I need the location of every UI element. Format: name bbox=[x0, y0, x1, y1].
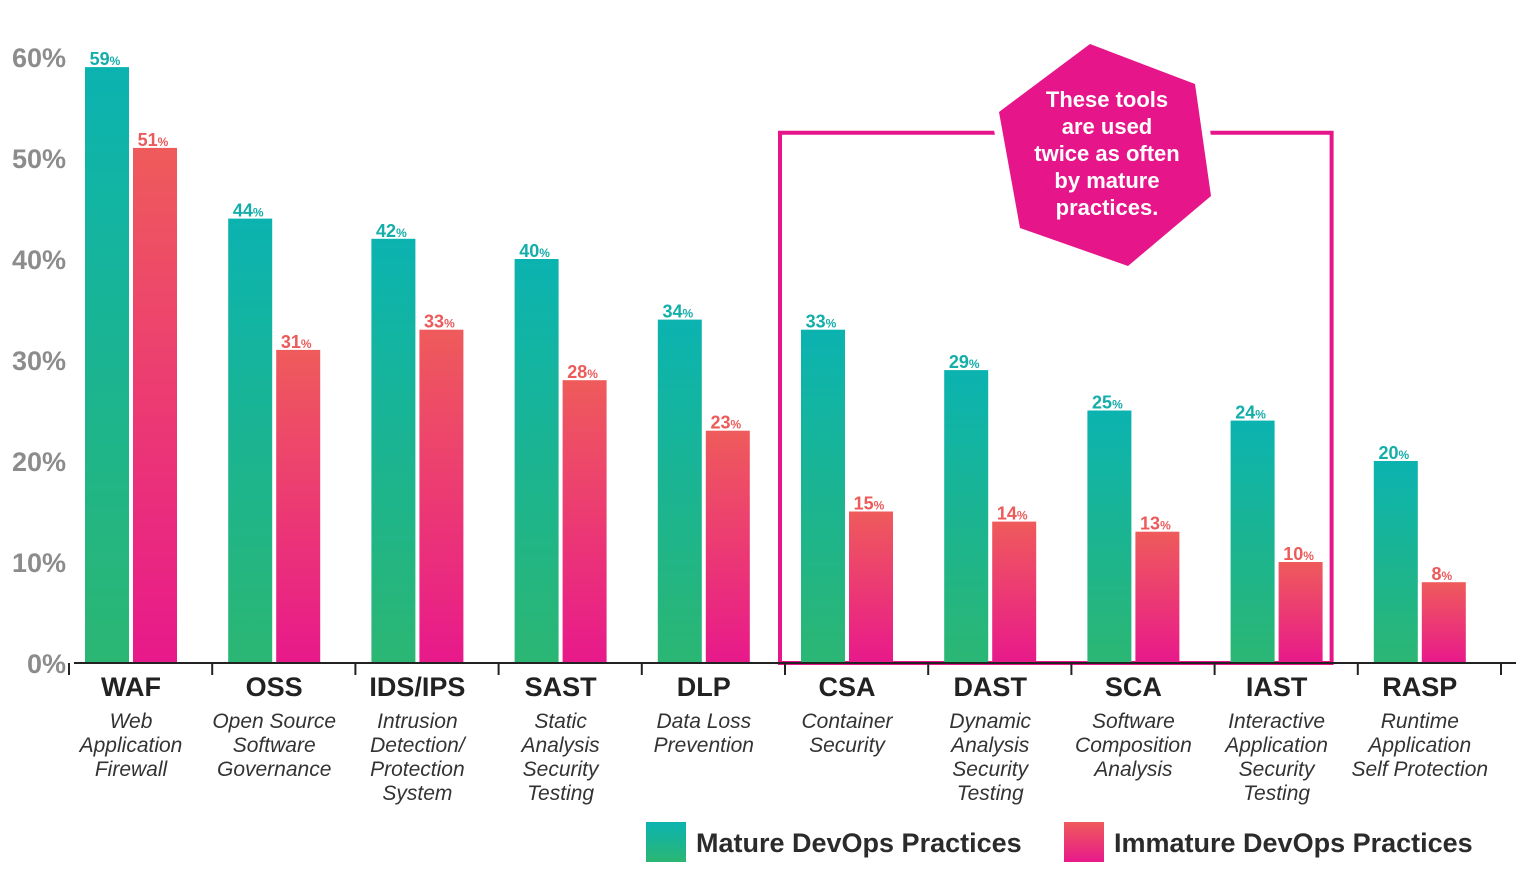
callout: These tools are used twice as often by matu… bbox=[990, 36, 1220, 276]
value-label-immature-csa: 15% bbox=[854, 494, 885, 514]
bar-immature-iast bbox=[1278, 562, 1323, 663]
category-description-sast: Static Analysis Security Testing bbox=[519, 710, 600, 805]
value-label-mature-rasp: 20% bbox=[1378, 443, 1409, 463]
category-description-sca: Software Composition Analysis bbox=[1075, 710, 1192, 781]
value-label-immature-ids-ips: 33% bbox=[424, 312, 455, 332]
bar-immature-dlp bbox=[705, 430, 750, 663]
category-label-rasp: RASP bbox=[1382, 672, 1457, 702]
bar-immature-waf bbox=[133, 147, 177, 663]
value-label-immature-sca: 13% bbox=[1140, 514, 1171, 534]
y-tick-label-5: 50% bbox=[12, 144, 66, 174]
legend-swatch-immature bbox=[1064, 822, 1104, 862]
category-label-csa: CSA bbox=[818, 672, 875, 702]
value-label-mature-ids-ips: 42% bbox=[376, 221, 407, 241]
callout-hexagon bbox=[999, 44, 1211, 266]
legend-label-mature: Mature DevOps Practices bbox=[696, 828, 1022, 858]
category-labels: WAF Web Application Firewall OSS Open Source S… bbox=[78, 672, 1488, 805]
bar-immature-dast bbox=[992, 521, 1037, 663]
category-label-sast: SAST bbox=[525, 672, 598, 702]
bar-mature-sca bbox=[1087, 410, 1132, 663]
category-description-iast: Interactive Application Security Testing bbox=[1223, 710, 1328, 805]
bar-mature-sast bbox=[514, 259, 559, 663]
value-label-mature-csa: 33% bbox=[806, 312, 837, 332]
category-label-iast: IAST bbox=[1246, 672, 1308, 702]
value-label-mature-sast: 40% bbox=[519, 241, 550, 261]
bar-mature-dast bbox=[944, 370, 989, 663]
category-description-oss: Open Source Software Governance bbox=[212, 710, 336, 781]
value-label-immature-oss: 31% bbox=[281, 332, 312, 352]
value-label-immature-dlp: 23% bbox=[710, 413, 741, 433]
value-label-immature-sast: 28% bbox=[567, 362, 598, 382]
category-description-waf: Web Application Firewall bbox=[78, 710, 183, 781]
x-axis bbox=[68, 662, 1516, 675]
y-axis: 0% 10% 20% 30% 40% 50% 60% bbox=[12, 43, 66, 679]
y-tick-label-3: 30% bbox=[12, 346, 66, 376]
category-description-csa: Container Security bbox=[801, 710, 893, 757]
value-label-mature-sca: 25% bbox=[1092, 393, 1123, 413]
bar-immature-sca bbox=[1135, 531, 1180, 663]
category-label-waf: WAF bbox=[101, 672, 161, 702]
bar-mature-oss bbox=[228, 218, 273, 663]
y-tick-label-2: 20% bbox=[12, 447, 66, 477]
category-description-ids-ips: Intrusion Detection/Protection System bbox=[370, 710, 467, 805]
bar-immature-oss bbox=[276, 349, 321, 663]
y-tick-label-0: 0% bbox=[27, 649, 66, 679]
bar-mature-waf bbox=[85, 67, 129, 664]
value-label-immature-waf: 51% bbox=[138, 130, 169, 150]
y-tick-label-1: 10% bbox=[12, 548, 66, 578]
bar-immature-ids-ips bbox=[419, 329, 464, 663]
bar-mature-dlp bbox=[657, 319, 702, 663]
legend-label-immature: Immature DevOps Practices bbox=[1114, 828, 1473, 858]
value-label-mature-oss: 44% bbox=[233, 201, 264, 221]
value-label-mature-iast: 24% bbox=[1235, 403, 1266, 423]
category-label-sca: SCA bbox=[1105, 672, 1162, 702]
value-label-immature-iast: 10% bbox=[1283, 544, 1314, 564]
bar-immature-csa bbox=[849, 511, 893, 663]
bar-mature-csa bbox=[801, 329, 845, 663]
category-description-rasp: Runtime Application Self Protection bbox=[1352, 710, 1489, 781]
bar-mature-ids-ips bbox=[371, 238, 416, 664]
callout-text: These tools are used twice as often by matu… bbox=[1034, 87, 1179, 220]
value-label-mature-waf: 59% bbox=[90, 49, 121, 69]
value-label-mature-dast: 29% bbox=[949, 352, 980, 372]
y-tick-label-4: 40% bbox=[12, 245, 66, 275]
y-tick-label-6: 60% bbox=[12, 43, 66, 73]
value-label-immature-dast: 14% bbox=[997, 504, 1028, 524]
bar-mature-iast bbox=[1230, 420, 1275, 663]
bar-mature-rasp bbox=[1373, 461, 1418, 663]
legend: Mature DevOps Practices Immature DevOps P… bbox=[646, 822, 1473, 862]
bars: 59% 51% 44% 31% 42% 33% 40% 28% 34% 23% 33% 15% 29% 1… bbox=[85, 49, 1466, 664]
category-label-dlp: DLP bbox=[677, 672, 731, 702]
value-label-mature-dlp: 34% bbox=[662, 302, 693, 322]
category-description-dast: Dynamic Analysis Security Testing bbox=[949, 710, 1031, 805]
bar-immature-rasp bbox=[1421, 582, 1466, 663]
category-label-ids-ips: IDS/IPS bbox=[369, 672, 465, 702]
category-description-dlp: Data Loss Prevention bbox=[654, 710, 754, 757]
legend-swatch-mature bbox=[646, 822, 686, 862]
value-label-immature-rasp: 8% bbox=[1431, 564, 1452, 584]
bar-immature-sast bbox=[562, 380, 607, 663]
category-label-dast: DAST bbox=[953, 672, 1027, 702]
category-label-oss: OSS bbox=[246, 672, 303, 702]
